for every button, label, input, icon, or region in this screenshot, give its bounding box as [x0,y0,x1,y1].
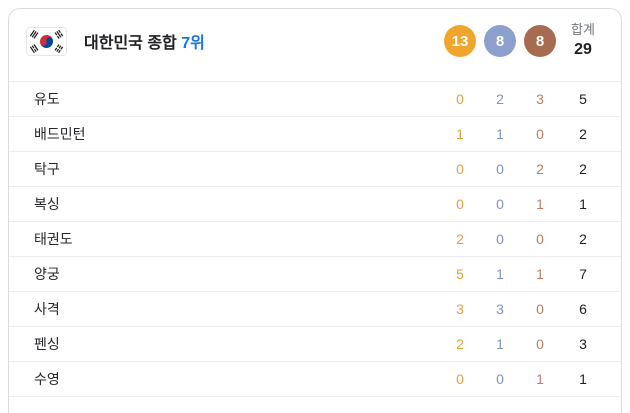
sport-name: 복싱 [34,196,60,212]
medal-total-column: 합계 29 [560,22,606,60]
bronze-medal-badge: 8 [524,25,556,57]
bronze-count: 0 [536,301,544,317]
sport-row[interactable]: 태권도 2 0 0 2 [9,221,621,256]
total-count: 5 [579,91,587,107]
silver-count: 0 [496,196,504,212]
bronze-medal-column: 8 [520,25,560,57]
country-title: 대한민국 종합 7위 [84,29,205,53]
country-rank: 7위 [181,35,205,52]
medal-summary: 13 8 8 합계 29 [440,22,606,60]
silver-count: 1 [496,336,504,352]
silver-count: 0 [496,161,504,177]
sport-name: 유도 [34,91,60,107]
country-medal-header: 대한민국 종합 7위 13 8 8 합계 29 [9,9,621,81]
total-value: 29 [574,41,592,58]
sport-name: 탁구 [34,161,60,177]
gold-count: 3 [456,301,464,317]
sport-name: 배드민턴 [34,126,86,142]
sport-row[interactable]: 양궁 5 1 1 7 [9,256,621,291]
bronze-count: 1 [536,266,544,282]
bronze-count: 0 [536,126,544,142]
sport-row[interactable]: 탁구 0 0 2 2 [9,151,621,186]
gold-count: 2 [456,336,464,352]
silver-count: 1 [496,126,504,142]
total-count: 3 [579,336,587,352]
silver-medal-column: 8 [480,25,520,57]
silver-count: 0 [496,371,504,387]
sport-row[interactable]: 수영 0 0 1 1 [9,361,621,396]
sport-row[interactable]: 펜싱 2 1 0 3 [9,326,621,361]
bronze-count: 1 [536,371,544,387]
total-count: 1 [579,371,587,387]
total-count: 2 [579,126,587,142]
medal-table-card: 대한민국 종합 7위 13 8 8 합계 29 유도 0 2 3 5 [8,8,622,413]
country-title-text: 대한민국 종합 [84,35,177,52]
silver-count: 1 [496,266,504,282]
gold-count: 1 [456,126,464,142]
gold-count: 2 [456,231,464,247]
bronze-count: 2 [536,161,544,177]
gold-medal-column: 13 [440,25,480,57]
bronze-count: 0 [536,231,544,247]
korea-flag-icon [26,26,67,56]
sport-name: 양궁 [34,266,60,282]
silver-count: 3 [496,301,504,317]
silver-medal-badge: 8 [484,25,516,57]
gold-count: 0 [456,161,464,177]
total-count: 1 [579,196,587,212]
sport-row[interactable]: 사격 3 3 0 6 [9,291,621,326]
bronze-count: 1 [536,196,544,212]
total-count: 6 [579,301,587,317]
gold-medal-badge: 13 [444,25,476,57]
gold-count: 5 [456,266,464,282]
silver-count: 2 [496,91,504,107]
sport-row[interactable]: 복싱 0 0 1 1 [9,186,621,221]
bronze-count: 3 [536,91,544,107]
table-bottom-divider [9,396,621,406]
sport-name: 펜싱 [34,336,60,352]
silver-count: 0 [496,231,504,247]
total-count: 2 [579,161,587,177]
sport-medal-table: 유도 0 2 3 5 배드민턴 1 1 0 2 탁구 0 0 2 2 복싱 0 … [9,81,621,406]
total-count: 2 [579,231,587,247]
sport-name: 태권도 [34,231,73,247]
gold-count: 0 [456,371,464,387]
sport-name: 수영 [34,371,60,387]
total-label: 합계 [571,22,595,37]
bronze-count: 0 [536,336,544,352]
gold-count: 0 [456,196,464,212]
sport-row[interactable]: 배드민턴 1 1 0 2 [9,116,621,151]
sport-row[interactable]: 유도 0 2 3 5 [9,81,621,116]
total-count: 7 [579,266,587,282]
sport-name: 사격 [34,301,60,317]
gold-count: 0 [456,91,464,107]
